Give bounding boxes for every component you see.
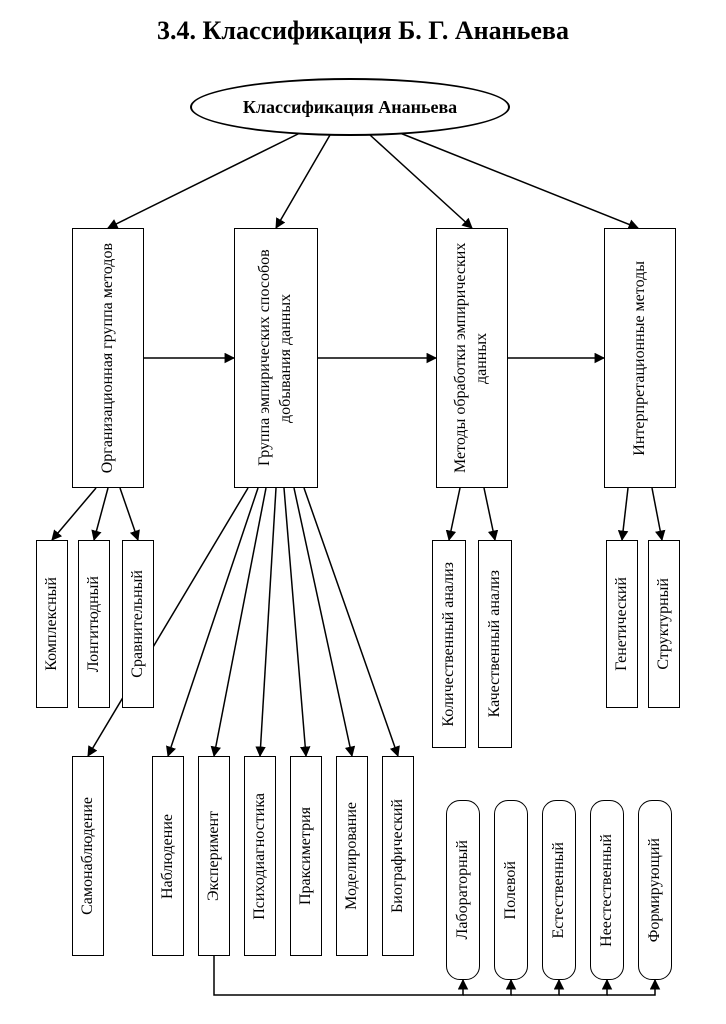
node-c26: Моделирование: [336, 756, 368, 956]
node-c13: Сравнительный: [122, 540, 154, 708]
edge-g2-c23: [214, 488, 266, 756]
node-e3: Естественный: [542, 800, 576, 980]
node-c25: Праксиметрия: [290, 756, 322, 956]
node-e1: Лабораторный: [446, 800, 480, 980]
edge-g2-c24: [260, 488, 276, 756]
node-c24: Психодиагностика: [244, 756, 276, 956]
edge-root-g2: [276, 135, 330, 228]
node-c23: Эксперимент: [198, 756, 230, 956]
edge-g2-c21: [88, 488, 248, 756]
edge-root-g3: [370, 135, 472, 228]
node-c22: Наблюдение: [152, 756, 184, 956]
edge-c23-e3: [511, 980, 559, 995]
node-c31: Количественный анализ: [432, 540, 466, 748]
edge-g3-c32: [484, 488, 495, 540]
edge-root-g1: [108, 133, 300, 228]
node-c11: Комплексный: [36, 540, 68, 708]
edge-g1-c11: [52, 488, 96, 540]
edge-g4-c42: [652, 488, 662, 540]
node-g1: Организационная группа методов: [72, 228, 144, 488]
node-c41: Генетический: [606, 540, 638, 708]
node-c42: Структурный: [648, 540, 680, 708]
node-g4: Интерпретационные методы: [604, 228, 676, 488]
edge-c23-e5: [607, 980, 655, 995]
node-e2: Полевой: [494, 800, 528, 980]
node-c27: Биографический: [382, 756, 414, 956]
edge-c23-e4: [559, 980, 607, 995]
node-c32: Качественный анализ: [478, 540, 512, 748]
edge-root-g4: [400, 133, 638, 228]
node-c12: Лонгитюдный: [78, 540, 110, 708]
edge-g1-c12: [94, 488, 108, 540]
edge-c23-e2: [463, 980, 511, 995]
edge-c23-e1: [214, 956, 463, 995]
edge-g3-c31: [449, 488, 460, 540]
edge-g4-c41: [622, 488, 628, 540]
node-c21: Самонаблюдение: [72, 756, 104, 956]
edge-g1-c13: [120, 488, 138, 540]
node-e5: Формирующий: [638, 800, 672, 980]
node-g2: Группа эмпирических способов добывания д…: [234, 228, 318, 488]
edge-g2-c27: [304, 488, 398, 756]
node-e4: Неестественный: [590, 800, 624, 980]
node-g3: Методы обработки эмпирических данных: [436, 228, 508, 488]
node-root: Классификация Ананьева: [190, 78, 510, 136]
edge-g2-c22: [168, 488, 258, 756]
